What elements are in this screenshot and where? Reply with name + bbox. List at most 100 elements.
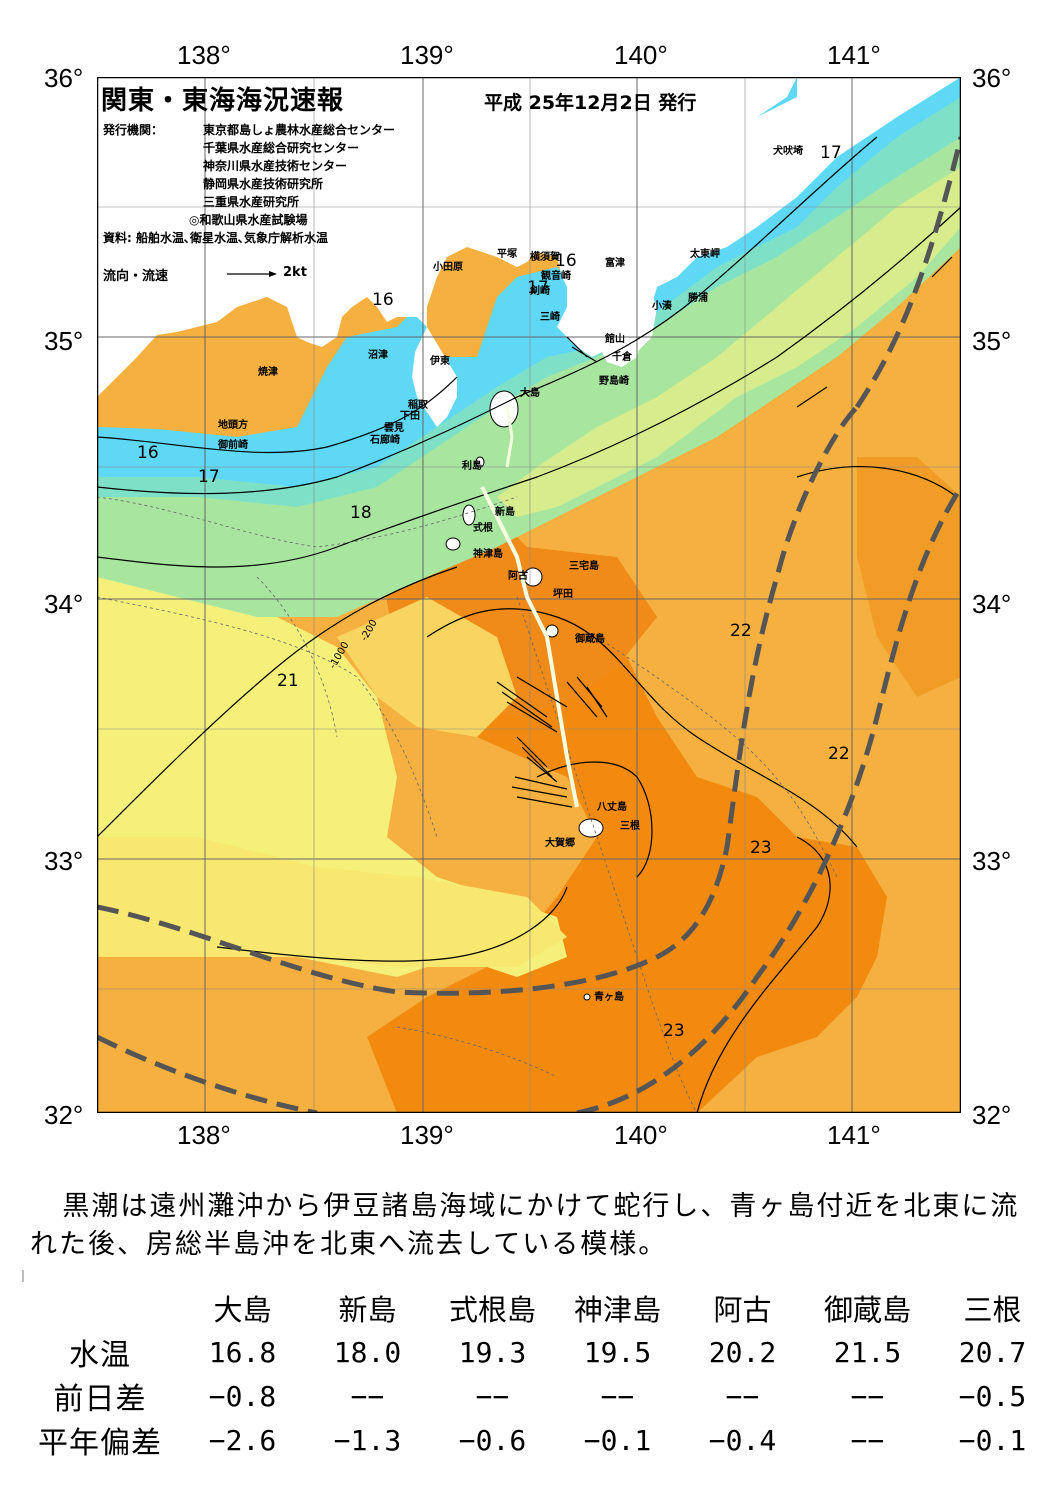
sst-zone-23 [367,607,887,1113]
table-cell: 20.7 [958,1335,1027,1369]
lat-label-35-right: 35° [972,326,1012,356]
lon-label-139-bottom: 139° [400,1120,454,1150]
place-ito: 伊東 [430,356,450,367]
place-inatori: 稲取 [408,400,428,411]
issuer-5: 三重県水産研究所 [203,195,300,209]
issuer-6: ◎和歌山県水産試験場 [189,213,308,227]
summary-text: 黒潮は遠州灘沖から伊豆諸島海域にかけて蛇行し、青ヶ島付近を北東に流れた後、房総半… [30,1191,1020,1260]
place-yaizu: 焼津 [258,367,278,378]
isotherm-label-22-b: 22 [828,744,850,764]
sst-zone-20-south [97,837,567,967]
table-cell: −0.4 [708,1423,777,1457]
lat-label-33-right: 33° [972,846,1012,876]
place-ako: 阿古 [508,571,528,582]
table-cell: 20.2 [708,1335,777,1369]
sst-zone-19 [497,167,961,517]
lon-label-138-bottom: 138° [177,1120,231,1150]
place-inubozaki: 犬吠埼 [773,146,803,157]
place-jitogata: 地頭方 [218,420,248,431]
flow-legend-scale: 2kt [283,265,307,280]
place-taitomisaki: 太東岬 [690,249,720,260]
lat-label-34-right: 34° [972,589,1012,619]
table-cell: −− [725,1379,760,1413]
station-header: 御蔵島 [823,1293,911,1327]
station-header: 式根島 [448,1293,536,1327]
kuroshio-path-main [97,136,961,996]
flow-vectors [496,256,953,808]
place-yokosuka: 横須賀 [530,252,560,263]
ship-track-north [505,406,514,468]
isotherm-label-16-suruga: 16 [372,290,394,310]
place-mikurajima: 御蔵島 [575,634,605,645]
table-cell: −1.3 [333,1423,402,1457]
issuer-4: 静岡県水産技術研究所 [203,177,324,191]
table-cell: −0.6 [458,1423,527,1457]
lat-label-36-left: 36° [44,63,84,93]
place-irozaki: 石廊崎 [370,435,400,446]
island-niijima [462,504,476,526]
table-cell: −− [350,1379,385,1413]
table-cell: −0.1 [583,1423,652,1457]
table-cell: −− [850,1423,885,1457]
ship-track [480,486,579,808]
lat-label-32-right: 32° [972,1100,1012,1130]
table-cell: 19.5 [583,1335,652,1369]
stray-mark [22,1270,24,1282]
isotherm-label-16-west: 16 [137,443,159,463]
table-header-row: 大島 新島 式根島 神津島 阿古 御蔵島 三根 [20,1286,1055,1330]
station-header: 阿古 [713,1293,772,1327]
sea-temperature-map [97,77,961,1113]
row-label: 前日差 [53,1382,147,1417]
place-futtsu: 富津 [605,258,625,269]
table-cell: 19.3 [458,1335,527,1369]
flow-legend-arrow [227,271,277,277]
place-kumomi: 雲見 [384,423,404,434]
isotherm-label-17-west: 17 [198,467,220,487]
table-corner [20,1286,180,1330]
table-cell: −2.6 [208,1423,277,1457]
isotherm-contours [97,136,961,1113]
place-kominato: 小湊 [652,301,672,312]
land-chiba [677,77,961,277]
observation-table: 大島 新島 式根島 神津島 阿古 御蔵島 三根 水温 16.8 18.0 19.… [20,1286,1055,1462]
place-kannonzaki: 観音崎 [541,271,571,282]
station-header: 新島 [338,1293,397,1327]
place-numazu: 沼津 [368,350,388,361]
isotherm-label-18: 18 [350,503,372,523]
place-shikine: 式根 [473,523,493,534]
lon-label-139-top: 139° [400,40,454,70]
table-cell: −0.5 [958,1379,1027,1413]
isotherm-label-21: 21 [277,671,299,691]
lon-label-140-top: 140° [614,40,668,70]
lat-label-32-left: 32° [44,1100,84,1130]
island-aogashima [583,993,591,1001]
place-miyakejima: 三宅島 [569,561,599,572]
issuer-2: 千葉県水産総合研究センター [203,141,360,155]
lat-label-35-left: 35° [44,326,84,356]
place-nojimazaki: 野島崎 [599,376,629,387]
table-row-daily-diff: 前日差 −0.8 −− −− −− −− −− −0.5 [20,1374,1055,1418]
lat-label-36-right: 36° [972,63,1012,93]
table-cell: 16.8 [208,1335,277,1369]
issuer-1: 東京都島しょ農林水産総合センター [203,123,396,137]
map-title: 関東・東海海況速報 [101,86,345,116]
table-cell: −− [850,1379,885,1413]
lon-label-140-bottom: 140° [614,1120,668,1150]
place-odawara: 小田原 [433,262,463,273]
place-misaki: 三崎 [540,312,560,323]
island-oshima [489,390,519,428]
row-label: 平年偏差 [38,1426,162,1461]
issuer-label: 発行機関： [103,123,164,137]
isotherm-label-16-sagami: 16 [555,251,577,271]
island-kozushima [445,537,461,551]
lon-label-141-top: 141° [827,40,881,70]
table-cell: −− [600,1379,635,1413]
isotherm-label-23-b: 23 [663,1021,685,1041]
place-kozushima: 神津島 [473,549,503,560]
graticule-minor [97,77,961,1113]
isotherm-label-23-a: 23 [750,838,772,858]
place-chikura: 千倉 [612,352,632,363]
place-hachijojima: 八丈島 [597,802,627,813]
place-katsuura: 勝浦 [688,293,708,304]
flow-legend-label: 流向・流速 [103,269,169,284]
